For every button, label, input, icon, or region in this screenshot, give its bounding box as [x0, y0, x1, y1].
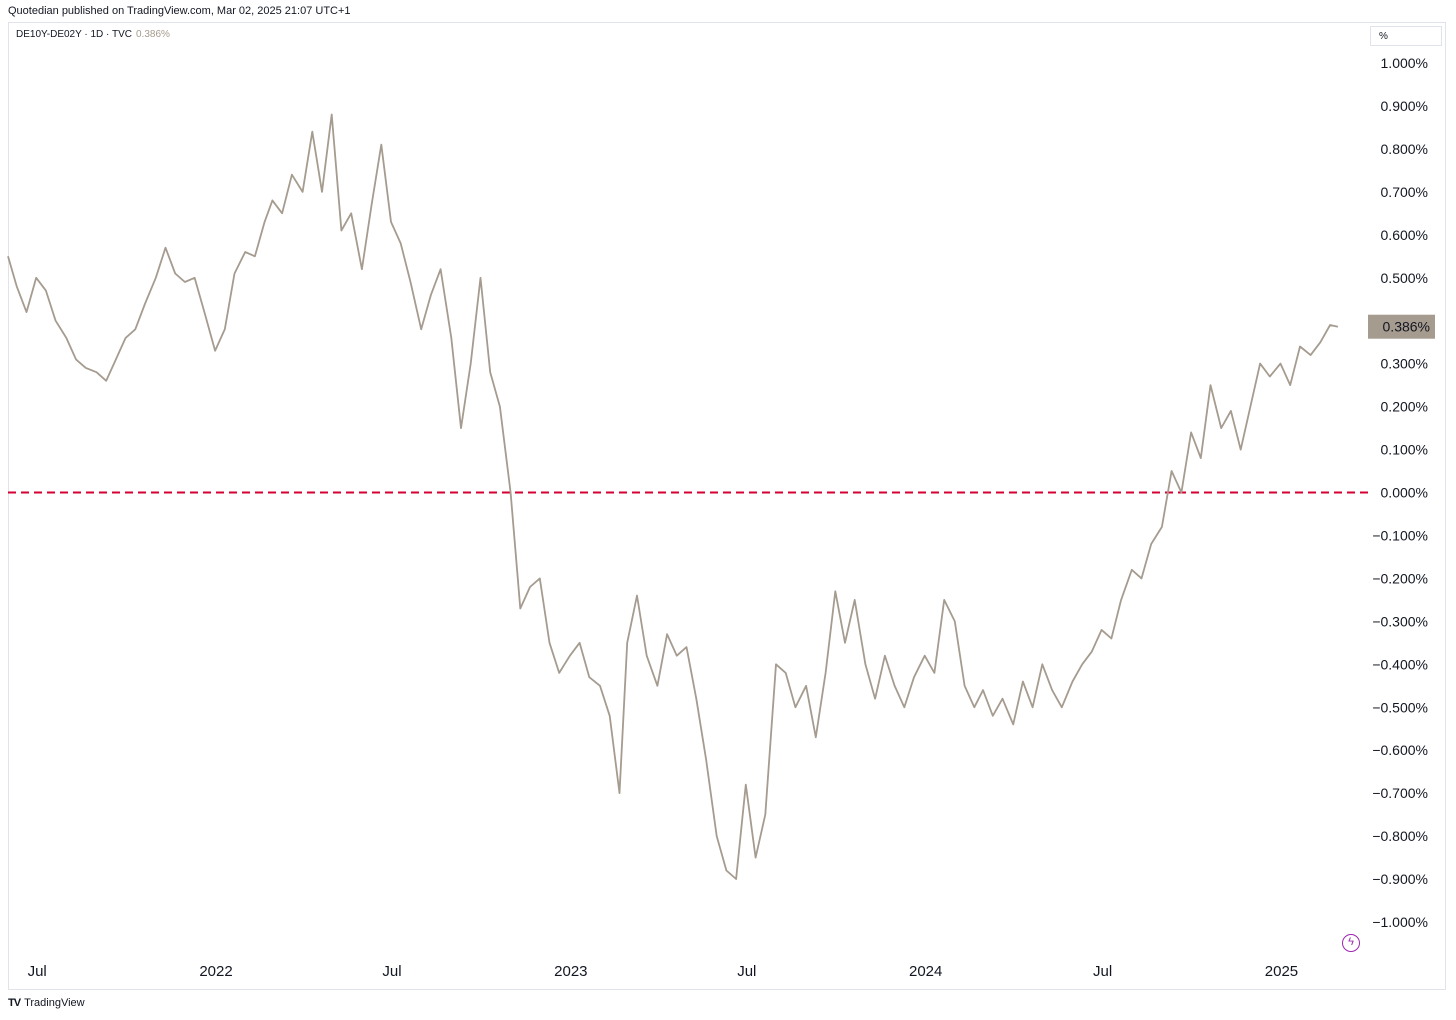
x-tick-label: 2024 [909, 963, 942, 980]
tradingview-logo-icon: TV [8, 997, 21, 1009]
x-tick-label: 2025 [1265, 963, 1298, 980]
published-info: Quotedian published on TradingView.com, … [8, 5, 351, 17]
y-tick-label: −0.800% [1372, 828, 1428, 844]
y-tick-label: 0.700% [1381, 184, 1428, 200]
series-line-de10y-de02y [7, 113, 1339, 880]
x-tick-label: 2023 [554, 963, 587, 980]
footer-brand-label: TradingView [24, 997, 85, 1009]
y-tick-label: −1.000% [1372, 914, 1428, 930]
y-tick-label: −0.900% [1372, 871, 1428, 887]
symbol-last-value: 0.386% [135, 29, 170, 40]
y-tick-label: −0.500% [1372, 699, 1428, 715]
x-tick-label: Jul [28, 963, 47, 980]
symbol-name[interactable]: DE10Y-DE02Y · 1D · TVC [16, 29, 132, 40]
lightning-icon[interactable]: ϟ [1342, 934, 1360, 952]
y-tick-label: −0.300% [1372, 613, 1428, 629]
y-tick-label: 0.500% [1381, 270, 1428, 286]
y-tick-label: 0.800% [1381, 141, 1428, 157]
y-tick-label: 0.000% [1381, 485, 1428, 501]
symbol-legend[interactable]: DE10Y-DE02Y · 1D · TVC 0.386% [16, 29, 170, 40]
y-tick-label: −0.600% [1372, 742, 1428, 758]
y-tick-label: −0.400% [1372, 656, 1428, 672]
last-value-badge [1368, 314, 1435, 339]
x-tick-label: 2022 [199, 963, 232, 980]
y-tick-label: 0.900% [1381, 98, 1428, 114]
y-tick-label: −0.200% [1372, 570, 1428, 586]
y-tick-label: 1.000% [1381, 55, 1428, 71]
x-tick-label: Jul [1093, 963, 1112, 980]
x-tick-label: Jul [382, 963, 401, 980]
y-tick-label: −0.700% [1372, 785, 1428, 801]
price-scale-unit[interactable]: % [1370, 26, 1442, 46]
y-tick-label: 0.200% [1381, 399, 1428, 415]
last-value-badge-label: 0.386% [1383, 319, 1430, 335]
x-tick-label: Jul [737, 963, 756, 980]
chart-frame [8, 22, 1446, 990]
y-tick-label: 0.300% [1381, 356, 1428, 372]
y-tick-label: 0.600% [1381, 227, 1428, 243]
y-tick-label: 0.100% [1381, 442, 1428, 458]
footer-brand[interactable]: TV TradingView [8, 997, 85, 1009]
y-tick-label: −0.100% [1372, 527, 1428, 543]
